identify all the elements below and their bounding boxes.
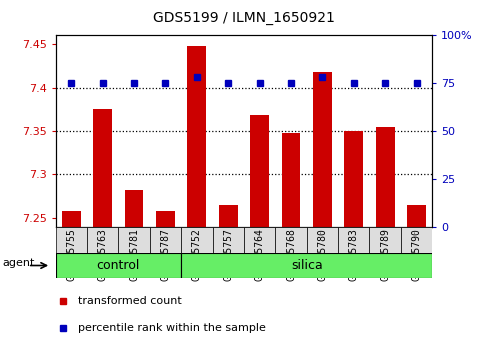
Bar [401, 227, 432, 253]
Bar [156, 211, 175, 227]
Bar [56, 227, 87, 253]
Text: GSM665755: GSM665755 [66, 228, 76, 281]
Bar [181, 253, 432, 278]
Bar [150, 227, 181, 253]
Bar [56, 253, 181, 278]
Text: GSM665790: GSM665790 [412, 228, 422, 281]
Bar [376, 127, 395, 227]
Bar [125, 190, 143, 227]
Text: GSM665752: GSM665752 [192, 228, 202, 281]
Bar [181, 227, 213, 253]
Bar [344, 131, 363, 227]
Text: GSM665781: GSM665781 [129, 228, 139, 281]
Text: percentile rank within the sample: percentile rank within the sample [78, 323, 266, 333]
Bar [118, 227, 150, 253]
Text: GSM665757: GSM665757 [223, 228, 233, 281]
Bar [407, 205, 426, 227]
Text: silica: silica [291, 259, 323, 272]
Text: transformed count: transformed count [78, 296, 182, 306]
Text: GSM665787: GSM665787 [160, 228, 170, 281]
Text: GSM665783: GSM665783 [349, 228, 359, 281]
Bar [338, 227, 369, 253]
Bar [307, 227, 338, 253]
Bar [369, 227, 401, 253]
Bar [275, 227, 307, 253]
Bar [313, 72, 332, 227]
Text: agent: agent [3, 258, 35, 268]
Bar [62, 211, 81, 227]
Bar [250, 115, 269, 227]
Text: GSM665789: GSM665789 [380, 228, 390, 281]
Bar [87, 227, 118, 253]
Bar [213, 227, 244, 253]
Bar [219, 205, 238, 227]
Text: GSM665763: GSM665763 [98, 228, 108, 281]
Text: control: control [97, 259, 140, 272]
Bar [282, 133, 300, 227]
Bar [244, 227, 275, 253]
Text: GSM665780: GSM665780 [317, 228, 327, 281]
Text: GSM665768: GSM665768 [286, 228, 296, 281]
Text: GSM665764: GSM665764 [255, 228, 265, 281]
Bar [93, 109, 112, 227]
Bar [187, 46, 206, 227]
Text: GDS5199 / ILMN_1650921: GDS5199 / ILMN_1650921 [153, 11, 335, 25]
